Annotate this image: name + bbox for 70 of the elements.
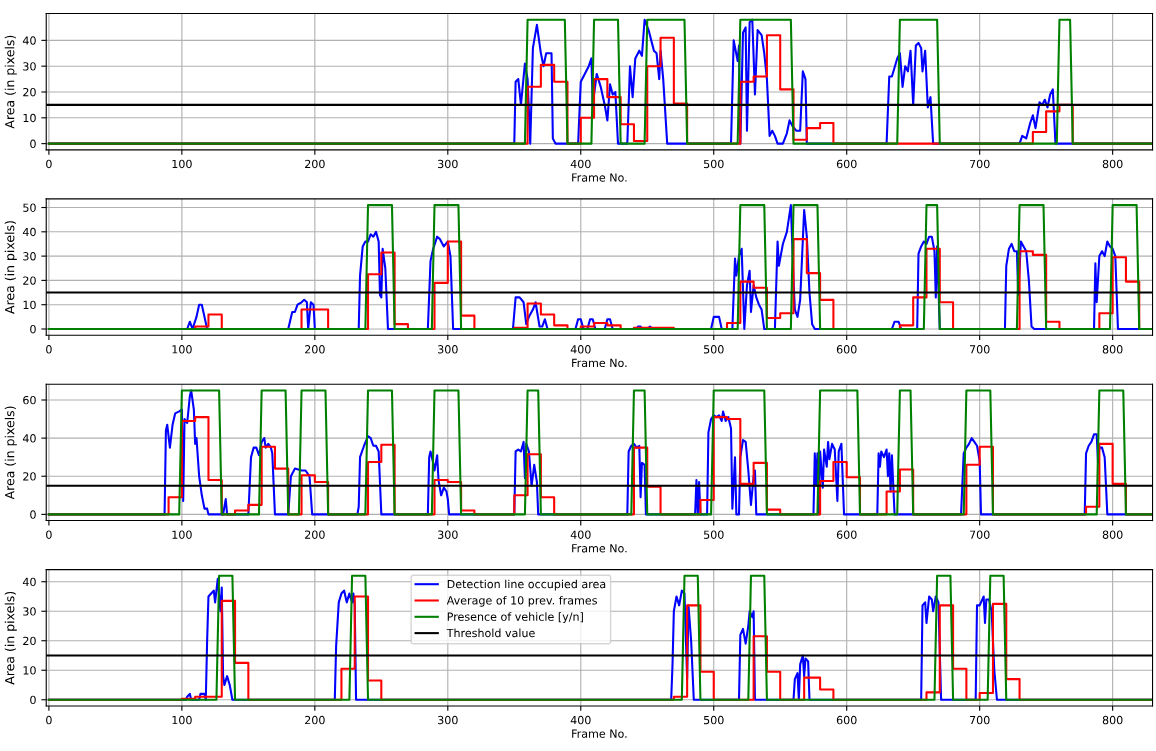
x-tick-label: 100 <box>172 715 192 725</box>
x-tick-label: 500 <box>703 345 724 354</box>
line-series <box>47 389 1153 516</box>
x-tick-label: 200 <box>305 345 325 354</box>
x-tick-label: 200 <box>305 715 325 725</box>
x-tick-label: 700 <box>969 715 990 725</box>
y-tick-label: 30 <box>23 607 36 616</box>
x-tick-label: 700 <box>969 159 990 169</box>
y-tick-label: 20 <box>23 472 36 481</box>
x-tick-label: 500 <box>703 530 724 539</box>
x-tick-label: 200 <box>305 530 325 539</box>
x-tick-label: 100 <box>172 530 192 539</box>
y-tick-label: 30 <box>23 252 36 261</box>
y-tick-label: 20 <box>23 87 36 97</box>
x-tick-label: 600 <box>836 530 857 539</box>
y-tick-label: 40 <box>22 434 36 443</box>
x-tick-label: 500 <box>703 159 724 169</box>
x-tick-label: 800 <box>1102 345 1123 354</box>
y-axis-title: Area (in pixels) <box>4 591 17 685</box>
y-tick-label: 40 <box>22 36 36 45</box>
y-axis-title: Area (in pixels) <box>4 406 17 500</box>
y-tick-label: 60 <box>23 395 36 405</box>
x-tick-label: 400 <box>570 530 591 539</box>
x-tick-label: 0 <box>46 159 52 169</box>
legend-label: Threshold value <box>446 628 535 638</box>
y-tick-label: 0 <box>30 695 36 705</box>
y-tick-label: 30 <box>23 62 36 71</box>
y-tick-label: 20 <box>23 636 36 646</box>
x-tick-label: 300 <box>438 715 458 725</box>
x-tick-label: 0 <box>46 530 52 539</box>
legend-label: Average of 10 prev. frames <box>446 595 597 607</box>
x-tick-label: 600 <box>836 159 857 169</box>
x-tick-label: 700 <box>969 345 990 354</box>
x-tick-label: 100 <box>172 345 192 354</box>
y-tick-label: 50 <box>23 203 36 212</box>
y-tick-label: 20 <box>23 276 36 285</box>
y-axis-title: Area (in pixels) <box>4 221 17 314</box>
y-tick-label: 0 <box>30 324 36 334</box>
x-tick-label: 100 <box>172 159 192 169</box>
legend-label: Detection line occupied area <box>447 579 606 591</box>
x-tick-label: 600 <box>836 345 857 354</box>
line-series <box>47 204 1153 331</box>
x-tick-label: 200 <box>305 159 325 169</box>
x-tick-label: 300 <box>438 345 458 354</box>
x-tick-label: 300 <box>438 530 458 539</box>
x-tick-label: 700 <box>969 530 990 539</box>
x-tick-label: 400 <box>570 715 591 725</box>
x-tick-label: 400 <box>570 345 591 354</box>
y-axis-title: Area (in pixels) <box>4 35 17 129</box>
x-tick-label: 400 <box>570 159 591 169</box>
x-tick-label: 800 <box>1102 530 1123 539</box>
y-tick-label: 0 <box>30 510 36 519</box>
y-tick-label: 40 <box>22 577 36 587</box>
x-axis-title: Frame No. <box>572 729 627 738</box>
y-tick-label: 10 <box>23 113 36 123</box>
x-tick-label: 300 <box>438 159 458 169</box>
x-tick-label: 0 <box>46 345 52 354</box>
y-tick-label: 10 <box>23 300 36 310</box>
y-tick-label: 0 <box>30 139 36 149</box>
y-tick-label: 10 <box>23 666 36 675</box>
x-tick-label: 0 <box>46 715 52 725</box>
legend-label: Presence of vehicle [y/n] <box>447 612 583 624</box>
x-tick-label: 800 <box>1102 715 1123 725</box>
x-axis-title: Frame No. <box>572 358 627 368</box>
x-axis-title: Frame No. <box>572 173 627 182</box>
y-tick-label: 40 <box>22 227 36 237</box>
x-tick-label: 500 <box>703 715 724 725</box>
x-tick-label: 800 <box>1102 159 1123 169</box>
x-axis-title: Frame No. <box>572 544 627 553</box>
x-tick-label: 600 <box>836 715 857 725</box>
